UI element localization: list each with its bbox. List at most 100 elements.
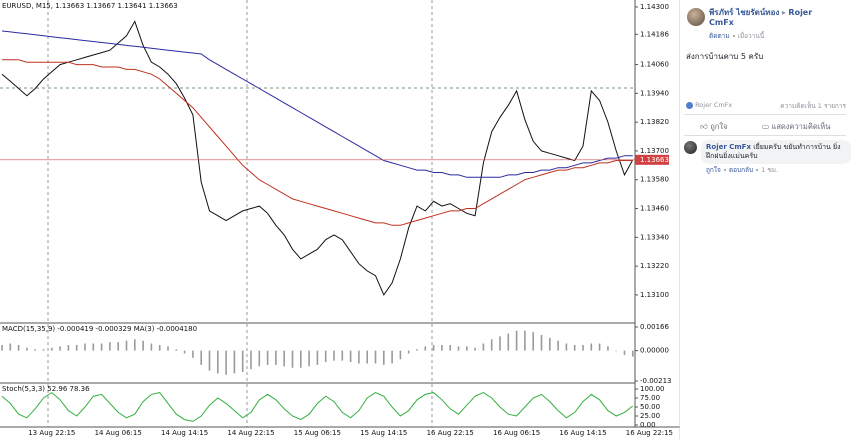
comment-author[interactable]: Rojer CmFx (706, 143, 751, 151)
bar (183, 350, 186, 354)
y-tick-label: 25.00 (640, 412, 660, 420)
chart-background (0, 0, 680, 440)
bar (17, 344, 20, 351)
bar (366, 350, 368, 364)
bar (316, 350, 319, 365)
y-tick-label: 1.13700 (640, 147, 669, 155)
bar (449, 344, 451, 351)
bar (416, 349, 418, 351)
bar (59, 346, 61, 351)
bar (175, 349, 178, 351)
bar (349, 350, 352, 363)
comment-text: เยี่ยมครับ ขยันทำการบ้าน ยิ่งฝึกฝนยิ่งแม… (706, 143, 841, 160)
x-tick-label: 14 Aug 22:15 (227, 429, 274, 437)
bar (100, 343, 103, 351)
comment-button[interactable]: ▭ แสดงความคิดเห็น (762, 122, 831, 131)
bar (515, 330, 518, 351)
bar (217, 350, 219, 374)
current-price-label: 1.13663 (640, 156, 669, 164)
bar (474, 347, 476, 351)
bar (158, 344, 161, 351)
bar (51, 347, 53, 351)
reactor: Rojer CmFx (695, 101, 733, 109)
bar (632, 350, 634, 357)
post-meta: ติดตาม เมื่อวานนี้ (709, 31, 764, 41)
x-tick-label: 14 Aug 14:15 (161, 429, 208, 437)
bar (598, 343, 601, 351)
bar (441, 344, 443, 351)
like-button[interactable]: 👍︎ ถูกใจ (700, 122, 728, 131)
y-tick-label: 75.00 (640, 394, 660, 402)
y-tick-label: 1.14300 (640, 3, 669, 11)
bar (250, 350, 252, 370)
bar (432, 344, 435, 351)
bar (383, 350, 385, 365)
bar (507, 333, 510, 351)
bar (258, 350, 261, 367)
author-avatar (687, 8, 705, 26)
bar (482, 343, 485, 351)
bar (233, 350, 236, 374)
bar (42, 349, 45, 351)
bar (266, 350, 269, 365)
line (1, 391, 634, 422)
panel-title: Stoch(5,3,3) 52.96 78.36 (2, 385, 90, 393)
bar (499, 336, 501, 351)
bar (607, 346, 609, 351)
bar (150, 343, 153, 351)
bar (125, 340, 128, 351)
commenter-avatar (684, 141, 697, 154)
x-tick-label: 16 Aug 14:15 (559, 429, 606, 437)
y-tick-label: 1.13940 (640, 89, 669, 97)
comment-count[interactable]: ความคิดเห็น 1 รายการ (780, 102, 846, 110)
bar (582, 344, 584, 351)
bar (374, 350, 377, 364)
bar (291, 350, 294, 368)
y-tick-label: 0.00000 (640, 347, 669, 355)
bar (167, 346, 169, 351)
bar (241, 350, 244, 373)
comment-actions: ถูกใจ ตอบกลับ 1 ชม. (706, 165, 778, 175)
line (1, 20, 634, 296)
arrow: ▸ (781, 8, 786, 17)
post-text: ส่งการบ้านคาบ 5 ครับ (686, 52, 764, 61)
bar (333, 350, 335, 361)
bar (466, 346, 468, 351)
bar (283, 350, 285, 367)
y-tick-label: 50.00 (640, 403, 660, 411)
comment-bubble: Rojer CmFx เยี่ยมครับ ขยันทำการบ้าน ยิ่ง… (701, 140, 851, 164)
comment-reply[interactable]: ตอบกลับ (728, 166, 754, 174)
dot (756, 169, 759, 171)
bar (557, 340, 559, 351)
bar (117, 342, 119, 351)
bar (623, 350, 626, 355)
bar (192, 350, 194, 358)
author-name[interactable]: พีรภัทร์ ไชยรัตน์ทอง (709, 8, 780, 17)
period-separators (0, 0, 635, 427)
y-tick-label: 1.13100 (640, 291, 669, 299)
y-tick-label: 1.13580 (640, 176, 669, 184)
comment-like[interactable]: ถูกใจ (706, 166, 721, 174)
comment-time: 1 ชม. (761, 166, 779, 174)
bar (565, 343, 568, 351)
dot (723, 169, 726, 171)
panel-borders (0, 0, 680, 440)
current-price-box (635, 154, 669, 165)
bar (34, 349, 36, 351)
panel-title: EURUSD, M15, 1.13663 1.13667 1.13641 1.1… (2, 2, 178, 10)
bar (341, 350, 344, 361)
bar (324, 350, 327, 363)
bar (524, 330, 526, 351)
y-tick-label: 1.14186 (640, 30, 669, 38)
follow[interactable]: ติดตาม (709, 32, 730, 40)
like-label: ถูกใจ (710, 122, 728, 131)
y-tick-label: 100.00 (640, 385, 665, 393)
target-name[interactable]: Rojer CmFx (709, 8, 813, 27)
reactions[interactable]: Rojer CmFx (686, 101, 732, 109)
bar (1, 344, 3, 351)
trading-chart: EURUSD, M15, 1.13663 1.13667 1.13641 1.1… (0, 0, 680, 440)
bar (399, 350, 402, 360)
bar (573, 344, 576, 351)
y-tick-label: 1.13220 (640, 262, 669, 270)
